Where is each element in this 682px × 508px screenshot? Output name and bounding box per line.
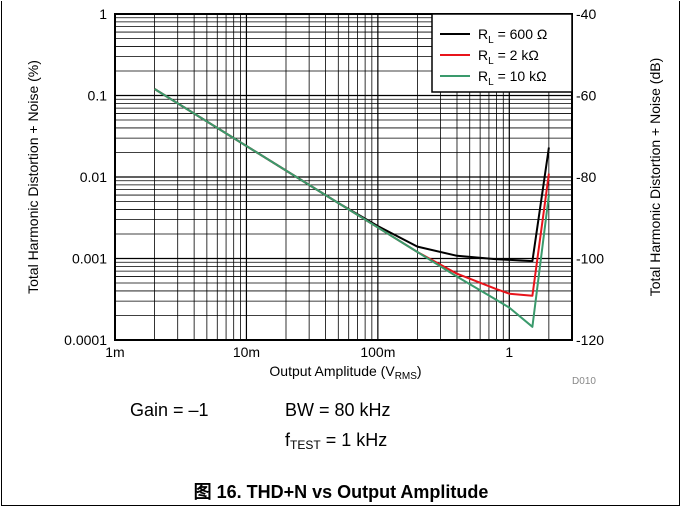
legend-label: RL = 600 Ω: [478, 26, 547, 46]
y-axis-label-left: Total Harmonic Distortion + Noise (%): [25, 60, 41, 294]
legend-label-sub: L: [488, 56, 494, 67]
figure-caption: 图 16. THD+N vs Output Amplitude: [193, 482, 489, 502]
x-axis-label: Output Amplitude (VRMS): [269, 363, 421, 382]
series-line-2: [154, 88, 550, 328]
legend-label-main: R: [478, 47, 488, 63]
y-tick-label-left: 0.0001: [64, 332, 107, 348]
plot-area: [114, 13, 573, 341]
series-line-0: [154, 88, 550, 263]
test-frequency-condition: fTEST = 1 kHz: [285, 430, 387, 452]
legend-label-main: R: [478, 26, 488, 42]
y-tick-label-right: -120: [576, 332, 604, 348]
tick-labels: 1m 10m 100m 1 1 0.1 0.01 0.001 0.0001 -40 -60 -80 -1…: [64, 6, 604, 360]
x-axis-label-end: ): [417, 363, 422, 379]
legend-label: RL = 2 kΩ: [478, 47, 539, 67]
ftest-main: f: [285, 430, 291, 450]
y-axis-label-right: Total Harmonic Distortion + Noise (dB): [647, 58, 663, 296]
y-tick-label-right: -100: [576, 251, 604, 267]
legend-label-tail: = 600 Ω: [494, 26, 548, 42]
figure-code: D010: [572, 376, 596, 387]
legend-label-tail: = 10 kΩ: [494, 68, 547, 84]
x-tick-label: 1: [505, 344, 513, 360]
y-tick-label-left: 0.1: [88, 88, 108, 104]
y-tick-label-left: 0.001: [72, 251, 107, 267]
legend-label-sub: L: [488, 77, 494, 88]
legend-label-main: R: [478, 68, 488, 84]
x-tick-label: 1m: [105, 344, 124, 360]
grid: [114, 13, 573, 341]
legend-label: RL = 10 kΩ: [478, 68, 547, 88]
y-tick-label-left: 0.01: [80, 169, 107, 185]
y-tick-label-right: -80: [576, 169, 596, 185]
legend-box: [431, 13, 573, 93]
series-group: [154, 88, 550, 328]
y-tick-label-left: 1: [99, 6, 107, 22]
ftest-sub: TEST: [290, 438, 321, 452]
thdn-chart: 1m 10m 100m 1 1 0.1 0.01 0.001 0.0001 -40 -60 -80 -1…: [25, 6, 663, 387]
x-tick-label: 100m: [360, 344, 395, 360]
bandwidth-condition: BW = 80 kHz: [285, 400, 391, 420]
legend-label-sub: L: [488, 35, 494, 46]
ftest-tail: = 1 kHz: [320, 430, 388, 450]
y-tick-label-right: -40: [576, 6, 596, 22]
gain-condition: Gain = –1: [130, 400, 209, 420]
x-axis-label-sub: RMS: [395, 371, 418, 382]
x-axis-label-main: Output Amplitude (V: [269, 363, 395, 379]
x-tick-label: 10m: [233, 344, 260, 360]
y-tick-label-right: -60: [576, 88, 596, 104]
legend-label-tail: = 2 kΩ: [494, 47, 539, 63]
